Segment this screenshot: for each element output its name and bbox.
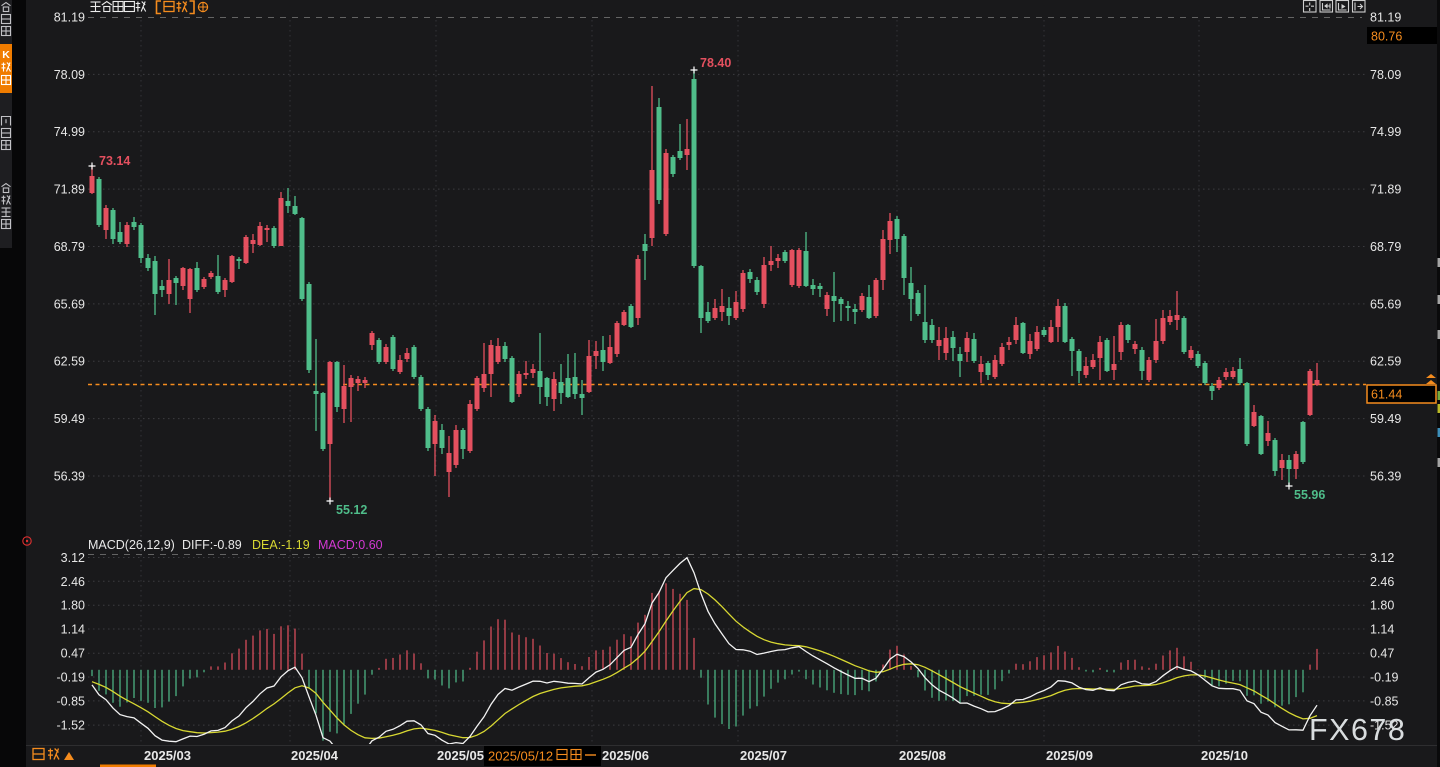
svg-text:1.14: 1.14: [1370, 623, 1394, 637]
svg-text:65.69: 65.69: [54, 297, 85, 311]
svg-text:2.46: 2.46: [1370, 575, 1394, 589]
svg-text:62.59: 62.59: [54, 355, 85, 369]
svg-text:0.47: 0.47: [61, 647, 85, 661]
svg-text:-1.52: -1.52: [1370, 719, 1399, 733]
svg-text:-0.19: -0.19: [57, 671, 86, 685]
svg-text:71.89: 71.89: [1370, 183, 1401, 197]
svg-text:61.44: 61.44: [1371, 388, 1402, 402]
svg-text:MACD:0.60: MACD:0.60: [318, 538, 383, 552]
svg-text:74.99: 74.99: [54, 125, 85, 139]
svg-text:DEA:-1.19: DEA:-1.19: [252, 538, 310, 552]
svg-text:0.47: 0.47: [1370, 647, 1394, 661]
svg-text:78.09: 78.09: [54, 68, 85, 82]
svg-text:2025/07: 2025/07: [740, 748, 787, 763]
svg-text:55.12: 55.12: [336, 503, 367, 517]
svg-text:FX678: FX678: [1309, 713, 1406, 747]
svg-text:K: K: [2, 49, 10, 61]
svg-text:2025/06: 2025/06: [602, 748, 649, 763]
svg-text:55.96: 55.96: [1294, 488, 1325, 502]
svg-text:DIFF:-0.89: DIFF:-0.89: [182, 538, 242, 552]
svg-text:78.40: 78.40: [700, 56, 731, 70]
svg-text:3.12: 3.12: [61, 551, 85, 565]
svg-text:-0.19: -0.19: [1370, 671, 1399, 685]
svg-text:1.14: 1.14: [61, 623, 85, 637]
svg-text:-1.52: -1.52: [57, 719, 86, 733]
svg-text:81.19: 81.19: [54, 11, 85, 25]
svg-text:2025/10: 2025/10: [1201, 748, 1248, 763]
svg-text:68.79: 68.79: [1370, 240, 1401, 254]
svg-text:62.59: 62.59: [1370, 355, 1401, 369]
svg-text:2025/05: 2025/05: [437, 748, 484, 763]
svg-text:-0.85: -0.85: [57, 694, 86, 708]
svg-text:78.09: 78.09: [1370, 68, 1401, 82]
svg-text:2025/08: 2025/08: [899, 748, 946, 763]
svg-text:2025/05/12: 2025/05/12: [488, 749, 553, 764]
svg-text:56.39: 56.39: [1370, 470, 1401, 484]
svg-text:2025/04: 2025/04: [291, 748, 339, 763]
svg-text:1.80: 1.80: [1370, 599, 1394, 613]
svg-text:1.80: 1.80: [61, 599, 85, 613]
svg-text:65.69: 65.69: [1370, 297, 1401, 311]
svg-text:2.46: 2.46: [61, 575, 85, 589]
svg-text:71.89: 71.89: [54, 183, 85, 197]
svg-text:68.79: 68.79: [54, 240, 85, 254]
svg-text:73.14: 73.14: [99, 154, 130, 168]
svg-text:-0.85: -0.85: [1370, 694, 1399, 708]
svg-text:81.19: 81.19: [1370, 11, 1401, 25]
svg-text:56.39: 56.39: [54, 470, 85, 484]
svg-text:80.76: 80.76: [1371, 30, 1402, 44]
svg-text:2025/09: 2025/09: [1046, 748, 1093, 763]
svg-text:74.99: 74.99: [1370, 125, 1401, 139]
svg-text:59.49: 59.49: [54, 412, 85, 426]
svg-text:MACD(26,12,9): MACD(26,12,9): [88, 538, 175, 552]
svg-text:2025/03: 2025/03: [144, 748, 191, 763]
svg-text:59.49: 59.49: [1370, 412, 1401, 426]
svg-text:3.12: 3.12: [1370, 551, 1394, 565]
